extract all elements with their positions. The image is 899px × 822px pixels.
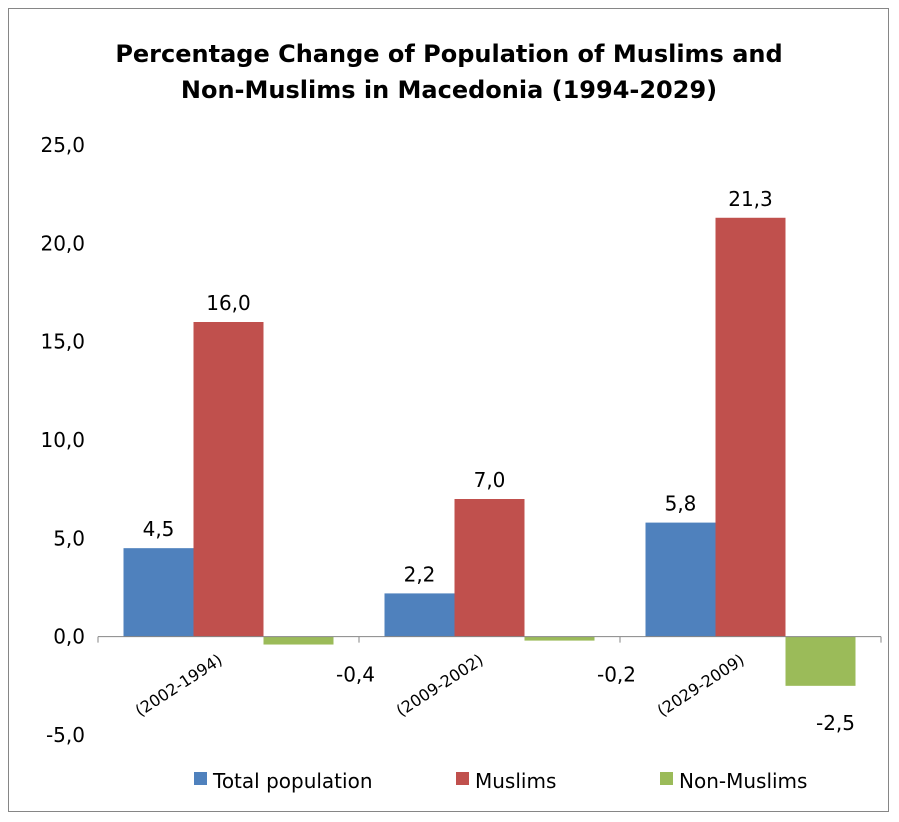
x-category-label: (2002-1994) [132, 650, 226, 720]
y-tick-label: 5,0 [53, 526, 85, 550]
bar-total-population-2 [645, 522, 716, 637]
bar-non-muslims-1 [524, 636, 595, 641]
y-tick-label: 0,0 [53, 625, 85, 649]
chart-title-line: Percentage Change of Population of Musli… [115, 40, 782, 68]
bars [123, 217, 856, 686]
legend-label: Total population [212, 769, 373, 793]
data-label: -0,4 [336, 663, 375, 687]
legend-swatch [456, 772, 469, 785]
data-label: 7,0 [474, 468, 506, 492]
bar-muslims-1 [454, 499, 525, 637]
y-axis: -5,0 0,0 5,0 10,0 15,0 20,0 25,0 [40, 133, 85, 747]
x-category-label: (2009-2002) [393, 650, 487, 720]
y-tick-label: 10,0 [40, 428, 85, 452]
bar-total-population-0 [123, 548, 194, 637]
legend-swatch [660, 772, 673, 785]
data-label: -0,2 [597, 663, 636, 687]
data-label: 2,2 [404, 562, 436, 586]
bar-non-muslims-2 [785, 636, 856, 686]
y-tick-label: 25,0 [40, 133, 85, 157]
data-label: 4,5 [143, 517, 175, 541]
bar-total-population-1 [384, 593, 455, 637]
bar-muslims-0 [193, 322, 264, 637]
data-label: 16,0 [206, 291, 251, 315]
chart-title: Percentage Change of Population of Musli… [115, 40, 782, 104]
data-label: -2,5 [816, 711, 855, 735]
y-tick-label: -5,0 [46, 723, 85, 747]
legend-label: Muslims [475, 769, 556, 793]
y-tick-label: 15,0 [40, 330, 85, 354]
legend-swatch [194, 772, 207, 785]
data-labels: 4,5 16,0 -0,4 2,2 7,0 -0,2 5,8 21,3 -2,5 [143, 187, 855, 735]
data-label: 21,3 [728, 187, 773, 211]
y-tick-label: 20,0 [40, 231, 85, 255]
legend-label: Non-Muslims [679, 769, 807, 793]
legend: Total population Muslims Non-Muslims [194, 769, 807, 793]
chart-title-line: Non-Muslims in Macedonia (1994-2029) [181, 76, 717, 104]
bar-muslims-2 [715, 217, 786, 637]
x-axis: (2002-1994) (2009-2002) (2029-2009) [97, 636, 882, 720]
x-category-label: (2029-2009) [654, 650, 748, 720]
data-label: 5,8 [665, 492, 697, 516]
bar-non-muslims-0 [263, 636, 334, 645]
